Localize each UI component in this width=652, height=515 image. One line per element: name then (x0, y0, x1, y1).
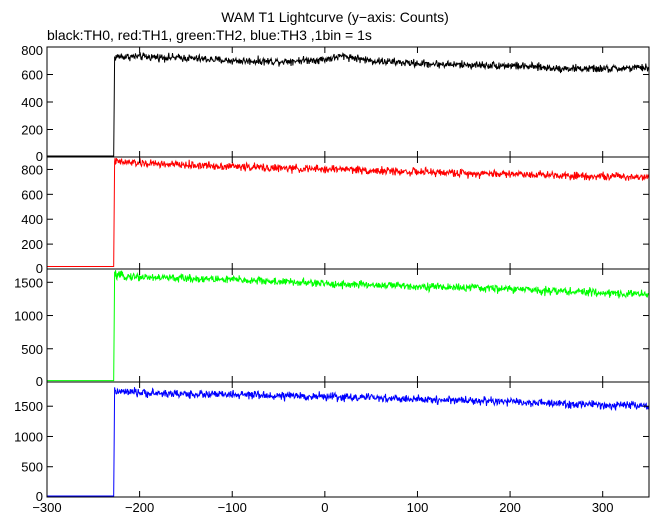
panel-frame-3 (46, 381, 650, 498)
series-line-3 (47, 387, 650, 497)
x-axis: −300 −200 −100 0 100 200 300 (32, 500, 613, 515)
x-tick-label-3: 0 (321, 500, 328, 515)
y-tick-label-0-0: 0 (36, 149, 43, 164)
x-tick-label-2: −100 (218, 500, 247, 515)
y-tick-label-0-1: 200 (21, 123, 43, 138)
y-tick-label-2-0: 0 (36, 374, 43, 389)
y-tick-label-0-2: 400 (21, 95, 43, 110)
y-tick-label-3-1: 500 (21, 460, 43, 475)
panels-group: 0200400600800020040060080005001000150005… (14, 43, 650, 504)
series-line-1 (47, 157, 650, 268)
panel-3: 0 500 1000 1500 (14, 381, 650, 504)
y-tick-label-1-1: 200 (21, 237, 43, 252)
y-tick-label-1-3: 600 (21, 187, 43, 202)
x-tick-label-4: 100 (407, 500, 429, 515)
y-tick-label-1-4: 800 (21, 162, 43, 177)
y-tick-label-0-4: 800 (21, 43, 43, 58)
panel-frame-1 (46, 156, 650, 270)
panel-2: 0 500 1000 1500 (14, 268, 650, 389)
x-tick-label-5: 200 (499, 500, 521, 515)
x-tick-label-0: −300 (32, 500, 61, 515)
chart-title: WAM T1 Lightcurve (y−axis: Counts) (221, 9, 449, 25)
y-tick-label-2-2: 1000 (14, 309, 43, 324)
y-tick-label-2-1: 500 (21, 342, 43, 357)
panel-frame-0 (46, 46, 650, 158)
x-tick-label-1: −200 (125, 500, 154, 515)
panel-1: 0 200 400 600 800 (21, 156, 650, 276)
y-tick-label-0-3: 600 (21, 68, 43, 83)
series-line-0 (47, 52, 650, 157)
x-tick-label-6: 300 (592, 500, 614, 515)
y-tick-label-1-0: 0 (36, 261, 43, 276)
y-tick-label-3-3: 1500 (14, 399, 43, 414)
y-tick-label-3-0: 0 (36, 489, 43, 504)
chart-subtitle: black:TH0, red:TH1, green:TH2, blue:TH3 … (47, 27, 372, 43)
panel-0: 0 200 400 600 800 (21, 43, 650, 164)
y-tick-label-1-2: 400 (21, 212, 43, 227)
y-tick-label-3-2: 1000 (14, 429, 43, 444)
series-line-2 (47, 270, 650, 382)
y-tick-label-2-3: 1500 (14, 275, 43, 290)
